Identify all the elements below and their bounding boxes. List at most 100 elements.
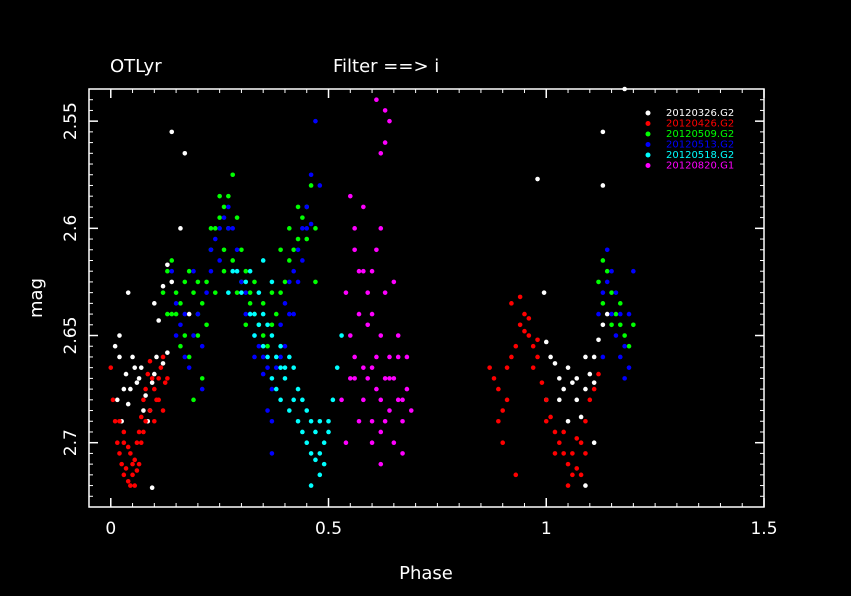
- data-point: [574, 397, 580, 403]
- data-point: [578, 440, 584, 445]
- data-point: [265, 354, 270, 360]
- series-20120518.G2: [226, 258, 344, 488]
- data-point: [543, 397, 549, 403]
- data-point: [160, 408, 166, 413]
- data-point: [269, 333, 275, 338]
- data-point: [278, 322, 283, 328]
- data-point: [117, 354, 122, 360]
- data-point: [617, 301, 623, 306]
- data-point: [230, 268, 236, 274]
- data-point: [600, 290, 606, 295]
- data-point: [570, 451, 575, 456]
- data-point: [378, 429, 384, 435]
- data-point: [252, 311, 257, 317]
- series-20120326.G2: [112, 86, 627, 491]
- data-point: [149, 380, 155, 385]
- data-point: [287, 311, 292, 317]
- data-point: [500, 408, 506, 413]
- series-20120513.G2: [169, 118, 636, 456]
- data-point: [295, 279, 301, 285]
- data-point: [300, 397, 305, 403]
- data-point: [408, 408, 414, 413]
- data-point: [273, 311, 279, 317]
- data-point: [287, 279, 292, 285]
- data-point: [535, 176, 540, 182]
- data-point: [369, 418, 375, 424]
- data-point: [125, 478, 131, 484]
- data-point: [160, 283, 166, 289]
- data-point: [110, 397, 116, 403]
- data-point: [260, 311, 266, 317]
- data-point: [374, 354, 379, 360]
- data-point: [382, 418, 388, 424]
- data-point: [387, 408, 392, 413]
- data-point: [182, 279, 188, 285]
- data-point: [304, 204, 310, 210]
- data-point: [321, 461, 327, 467]
- data-point: [613, 333, 619, 338]
- data-point: [226, 204, 231, 210]
- data-point: [195, 333, 201, 338]
- legend-entry: 20120426.G2: [666, 119, 734, 130]
- data-point: [600, 258, 606, 263]
- data-point: [313, 429, 318, 435]
- data-point: [395, 333, 401, 338]
- data-point: [234, 247, 240, 253]
- data-point: [526, 316, 532, 321]
- data-point: [212, 236, 218, 242]
- data-point: [552, 451, 558, 456]
- data-point: [631, 322, 636, 328]
- data-point: [191, 333, 196, 338]
- data-point: [243, 290, 249, 295]
- data-point: [596, 371, 601, 377]
- data-point: [160, 361, 166, 366]
- data-point: [574, 436, 580, 441]
- data-point: [212, 290, 218, 295]
- data-point: [487, 365, 492, 370]
- data-point: [291, 247, 296, 253]
- data-point: [119, 461, 124, 467]
- data-point: [570, 380, 575, 385]
- data-point: [152, 418, 157, 424]
- data-point: [570, 472, 575, 478]
- data-point: [204, 279, 209, 285]
- data-point: [552, 361, 558, 366]
- data-point: [134, 440, 140, 445]
- data-point: [600, 354, 606, 360]
- data-point: [387, 376, 392, 381]
- data-point: [365, 290, 371, 295]
- data-point: [165, 350, 170, 355]
- data-point: [535, 354, 540, 360]
- data-point: [173, 333, 179, 338]
- data-point: [278, 397, 283, 403]
- data-point: [561, 429, 566, 435]
- data-point: [273, 365, 279, 370]
- data-point: [596, 337, 601, 343]
- data-point: [221, 247, 227, 253]
- data-point: [130, 472, 135, 478]
- data-point: [361, 365, 366, 370]
- data-point: [330, 397, 336, 403]
- data-point: [295, 418, 301, 424]
- data-point: [230, 258, 236, 263]
- data-point: [125, 444, 131, 450]
- data-point: [130, 354, 135, 360]
- data-point: [526, 333, 532, 338]
- data-point: [557, 397, 562, 403]
- legend-entry: 20120518.G2: [666, 150, 734, 161]
- data-point: [252, 333, 257, 338]
- data-point: [300, 429, 305, 435]
- data-point: [308, 451, 314, 456]
- data-point: [400, 397, 405, 403]
- data-point: [256, 290, 262, 295]
- object-name-label: OTLyr: [110, 56, 162, 77]
- data-point: [217, 258, 222, 263]
- legend-marker: [645, 110, 651, 116]
- data-point: [160, 354, 166, 360]
- data-point: [600, 183, 606, 188]
- data-point: [617, 311, 623, 317]
- data-point: [365, 322, 371, 328]
- y-tick-label: 2.55: [61, 102, 81, 140]
- data-point: [165, 376, 170, 381]
